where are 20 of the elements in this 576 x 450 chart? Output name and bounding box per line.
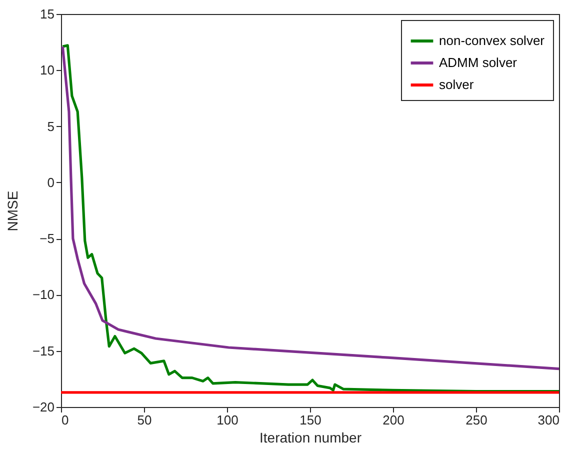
y-tick-label: 10 xyxy=(40,62,54,78)
y-tick-label: −20 xyxy=(32,400,54,414)
x-tick-label: 150 xyxy=(300,412,322,428)
y-tick-label: −15 xyxy=(32,343,54,358)
x-tick-label: 250 xyxy=(466,412,488,428)
x-tick-label: 50 xyxy=(137,412,152,428)
x-tick-label: 100 xyxy=(216,412,238,428)
y-axis-title: NMSE xyxy=(4,190,20,232)
legend-label: solver xyxy=(439,77,474,92)
y-tick-label: 5 xyxy=(47,118,54,134)
x-tick-label: 300 xyxy=(538,412,560,428)
legend-label: ADMM solver xyxy=(439,55,518,70)
y-tick-label: −10 xyxy=(32,287,54,302)
y-tick-label: 15 xyxy=(40,6,54,22)
x-axis-title: Iteration number xyxy=(260,430,362,446)
x-tick-label: 0 xyxy=(62,412,69,428)
legend-label: non-convex solver xyxy=(439,33,546,48)
y-tick-label: 0 xyxy=(47,174,54,190)
x-tick-label: 200 xyxy=(382,412,404,428)
y-tick-label: −5 xyxy=(40,231,54,246)
